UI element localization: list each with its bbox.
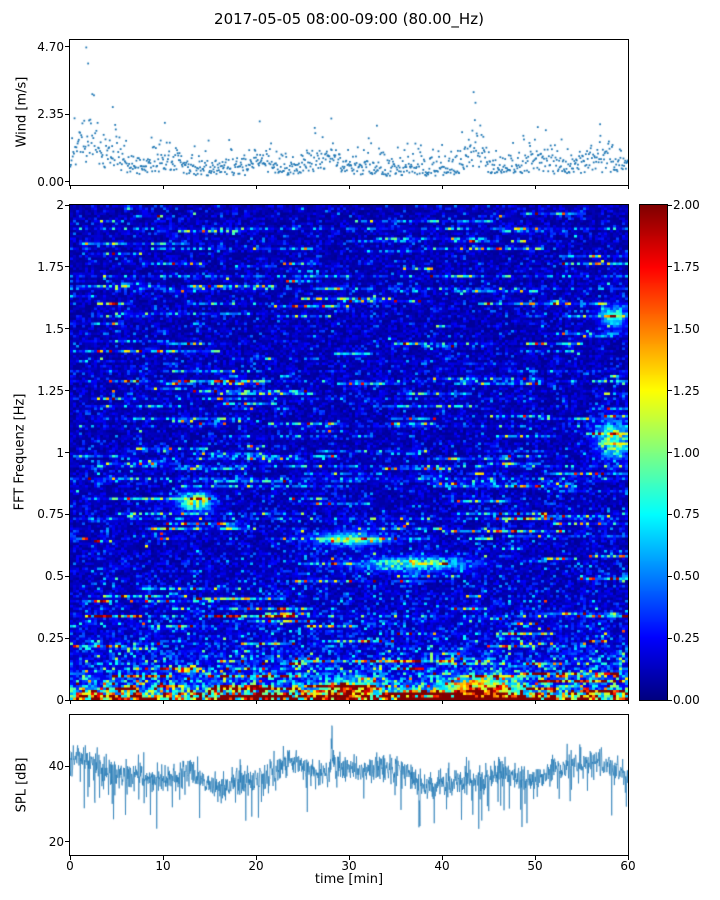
tick-label: 1.25 xyxy=(37,383,64,398)
tick-mark xyxy=(668,266,672,268)
tick-mark xyxy=(69,701,71,704)
tick-mark xyxy=(668,204,672,206)
tick-mark xyxy=(441,701,443,704)
tick-mark xyxy=(65,637,69,639)
tick-label: 0.75 xyxy=(673,507,700,522)
figure-title: 2017-05-05 08:00-09:00 (80.00_Hz) xyxy=(214,10,484,28)
tick-mark xyxy=(668,699,672,701)
tick-mark xyxy=(627,701,629,704)
tick-label: 0.25 xyxy=(673,631,700,646)
tick-label: 4.70 xyxy=(37,39,64,54)
tick-mark xyxy=(69,186,71,189)
tick-mark xyxy=(668,637,672,639)
tick-mark xyxy=(65,328,69,330)
tick-label: 1.75 xyxy=(673,259,700,274)
tick-label: 30 xyxy=(341,859,357,873)
tick-mark xyxy=(65,699,69,701)
tick-label: 50 xyxy=(527,859,543,873)
tick-label: 0.00 xyxy=(673,693,700,707)
tick-mark xyxy=(441,856,443,860)
spectrogram-canvas xyxy=(70,205,628,700)
tick-label: 1 xyxy=(56,445,64,460)
tick-mark xyxy=(65,46,69,48)
tick-label: 2.35 xyxy=(37,107,64,122)
tick-label: 1.5 xyxy=(44,321,64,336)
tick-mark xyxy=(348,856,350,860)
tick-mark xyxy=(668,575,672,577)
tick-label: 40 xyxy=(434,859,450,873)
tick-mark xyxy=(348,701,350,704)
tick-mark xyxy=(69,856,71,860)
tick-label: 20 xyxy=(48,834,64,849)
tick-mark xyxy=(668,390,672,392)
tick-mark xyxy=(534,186,536,189)
tick-mark xyxy=(162,856,164,860)
tick-mark xyxy=(534,856,536,860)
tick-label: 0 xyxy=(56,693,64,707)
tick-label: 1.25 xyxy=(673,383,700,398)
tick-label: 1.75 xyxy=(37,259,64,274)
tick-mark xyxy=(65,390,69,392)
tick-mark xyxy=(441,186,443,189)
tick-label: 40 xyxy=(48,759,64,774)
tick-mark xyxy=(255,186,257,189)
tick-mark xyxy=(627,856,629,860)
tick-mark xyxy=(348,186,350,189)
tick-mark xyxy=(65,513,69,515)
tick-label: 10 xyxy=(155,859,171,873)
tick-mark xyxy=(668,452,672,453)
tick-label: 20 xyxy=(248,859,264,873)
tick-label: 2 xyxy=(56,198,64,212)
tick-mark xyxy=(65,266,69,268)
tick-label: 0.5 xyxy=(44,569,64,584)
tick-mark xyxy=(668,513,672,515)
tick-mark xyxy=(255,856,257,860)
wind-scatter-canvas xyxy=(70,40,628,185)
tick-label: 0 xyxy=(66,859,74,873)
tick-label: 0.75 xyxy=(37,507,64,522)
tick-mark xyxy=(668,328,672,330)
tick-mark xyxy=(65,204,69,206)
colorbar-canvas xyxy=(640,205,667,700)
tick-label: 0.25 xyxy=(37,631,64,646)
tick-mark xyxy=(65,765,69,767)
tick-mark xyxy=(65,181,69,183)
x-axis-label: time [min] xyxy=(314,872,384,887)
tick-label: 0.00 xyxy=(37,174,64,189)
tick-mark xyxy=(65,452,69,453)
tick-label: 1.50 xyxy=(673,321,700,336)
tick-mark xyxy=(65,113,69,115)
tick-mark xyxy=(255,701,257,704)
tick-mark xyxy=(162,701,164,704)
tick-mark xyxy=(534,701,536,704)
tick-mark xyxy=(162,186,164,189)
tick-label: 0.50 xyxy=(673,569,700,584)
tick-mark xyxy=(627,186,629,189)
tick-label: 1.00 xyxy=(673,445,700,460)
spl-line-canvas xyxy=(70,715,628,855)
tick-mark xyxy=(65,841,69,843)
tick-mark xyxy=(65,575,69,577)
tick-label: 60 xyxy=(620,859,636,873)
tick-label: 2.00 xyxy=(673,198,700,212)
